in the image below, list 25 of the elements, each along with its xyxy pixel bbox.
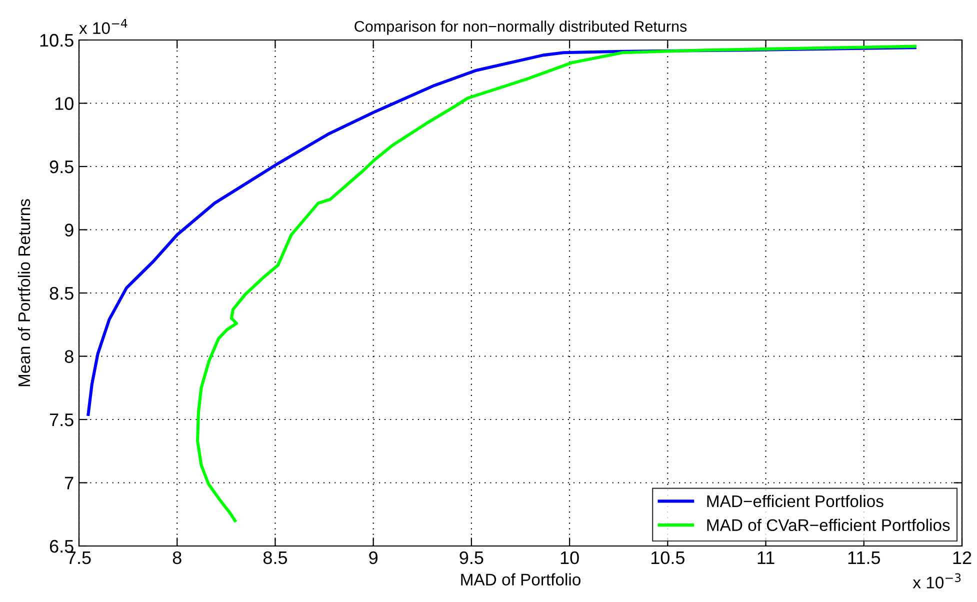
x-tick-label: 10.5 — [651, 551, 684, 564]
x-tick-label: 9.5 — [460, 551, 484, 564]
chart-title: Comparison for non−normally distributed Returns — [354, 20, 687, 35]
y-axis-title: Mean of Portfolio Returns — [18, 199, 30, 386]
x-tick-label: 12 — [953, 551, 972, 564]
y-tick-label: 6.5 — [50, 540, 74, 553]
text: x 10$^{−3}$ — [912, 573, 961, 588]
legend-label: MAD of CVaR−efficient Portfolios — [707, 518, 950, 532]
x-tick-label: 8.5 — [263, 551, 288, 564]
x-axis-title: MAD of Portfolio — [461, 573, 580, 586]
text: x 10$^{−4}$ — [79, 19, 128, 34]
y-tick-label: 9 — [64, 224, 74, 236]
legend-label: MAD−efficient Portfolios — [707, 494, 884, 508]
y-tick-label: 7.5 — [50, 414, 74, 426]
x-tick-label: 9 — [369, 551, 378, 564]
x-tick-label: 11.5 — [848, 552, 880, 564]
y-tick-label: 10 — [55, 97, 74, 110]
x-tick-label: 10 — [560, 551, 579, 564]
y-tick-label: 7 — [65, 476, 74, 490]
y-tick-label: 10.5 — [40, 34, 74, 47]
y-tick-label: 8 — [64, 350, 74, 363]
y-tick-label: 8.5 — [50, 286, 74, 300]
x-tick-label: 11 — [758, 552, 774, 564]
y-tick-label: 9.5 — [50, 160, 74, 174]
x-tick-label: 8 — [172, 551, 182, 564]
